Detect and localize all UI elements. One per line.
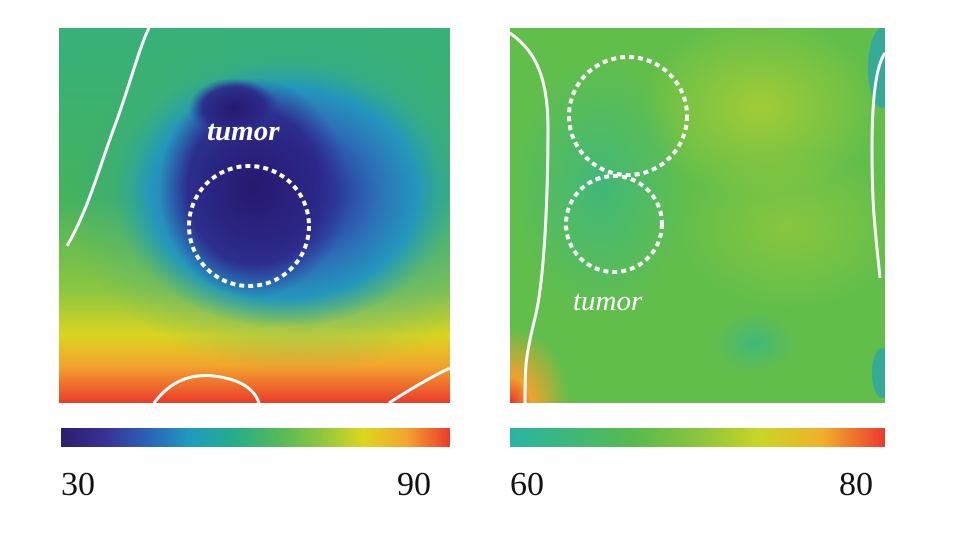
right-image-panel <box>510 28 885 403</box>
left-boundary-top <box>65 28 151 247</box>
right-boundary-right <box>870 52 885 279</box>
right-colorbar-min-label: 60 <box>510 466 544 503</box>
left-image-panel <box>59 28 450 403</box>
right-colorbar <box>510 428 885 447</box>
left-colorbar <box>61 428 450 447</box>
left-boundary-bottom <box>152 373 261 403</box>
right-roi-circle-lower <box>564 174 664 274</box>
left-colorbar-min-label: 30 <box>61 466 95 503</box>
right-boundary-left <box>510 31 550 403</box>
left-tumor-label: tumor <box>207 115 280 147</box>
left-colorbar-max-label: 90 <box>397 466 431 503</box>
right-tumor-label: tumor <box>573 285 643 317</box>
right-heatmap <box>510 28 885 403</box>
left-heatmap <box>59 28 450 403</box>
right-roi-circle-upper <box>567 55 689 177</box>
right-colorbar-max-label: 80 <box>839 466 873 503</box>
left-boundary-corner <box>388 366 450 403</box>
left-roi-circle <box>187 164 311 288</box>
